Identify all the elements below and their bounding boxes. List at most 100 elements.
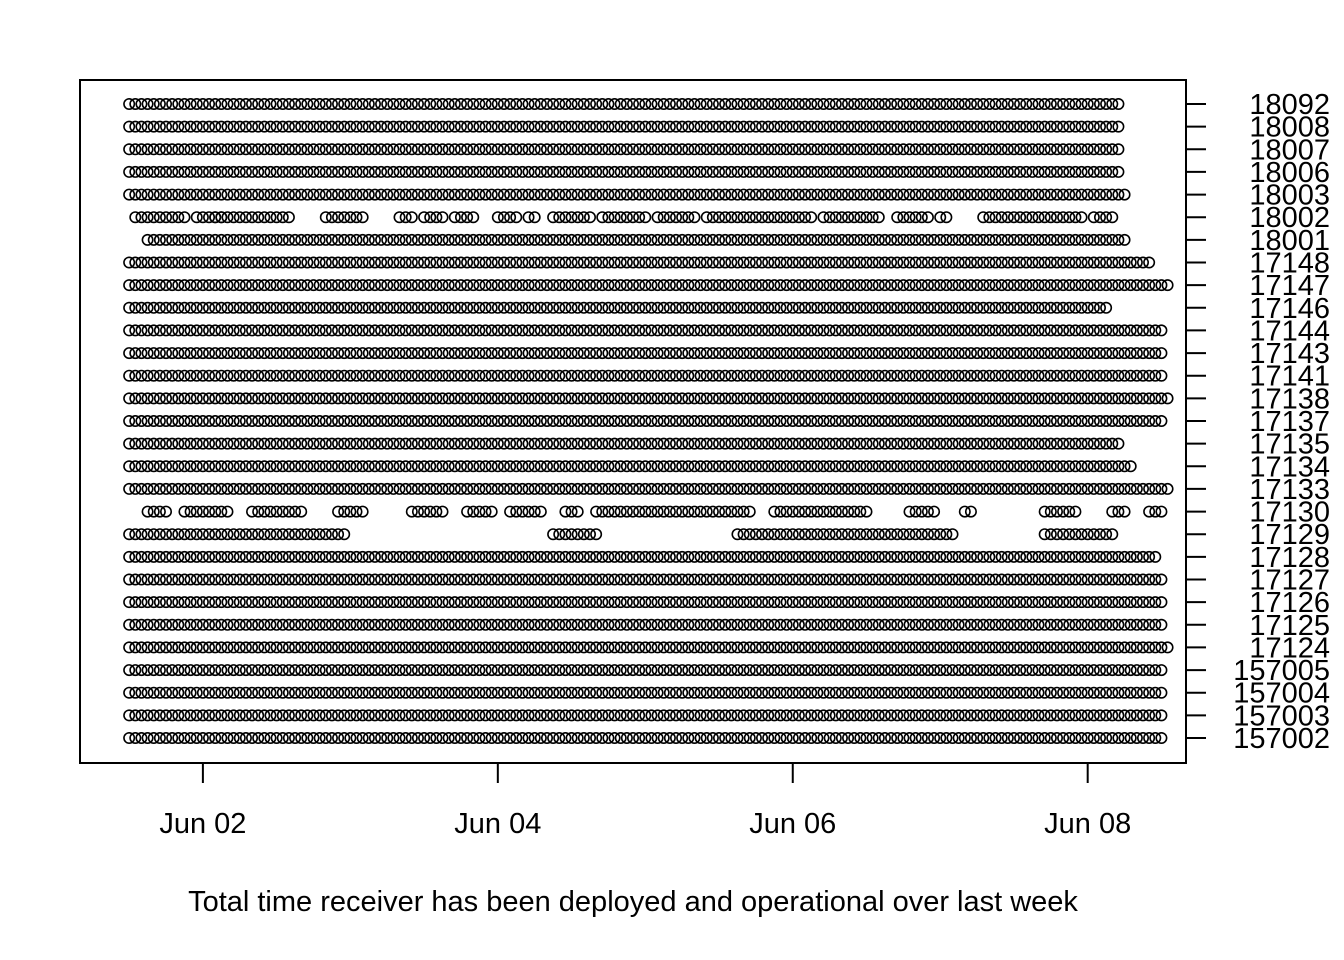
data-point-17127	[1044, 573, 1057, 586]
data-point-157004	[227, 686, 240, 699]
data-point-17135	[756, 437, 769, 450]
data-point-17126	[928, 596, 941, 609]
data-point-17135	[1032, 437, 1045, 450]
data-point-157003	[971, 709, 984, 722]
data-point-17146	[780, 301, 793, 314]
data-point-17137	[639, 414, 652, 427]
data-point-157002	[1063, 731, 1076, 744]
data-point-17130	[842, 505, 855, 518]
data-point-17134	[891, 460, 904, 473]
data-point-17137	[534, 414, 547, 427]
data-point-17137	[885, 414, 898, 427]
data-point-17134	[737, 460, 750, 473]
x-axis: Jun 02 Jun 04 Jun 06 Jun 08	[159, 763, 1131, 840]
data-point-17124	[510, 641, 523, 654]
data-point-157003	[829, 709, 842, 722]
data-point-17141	[823, 369, 836, 382]
data-point-17128	[485, 550, 498, 563]
data-point-157004	[295, 686, 308, 699]
data-point-17144	[344, 324, 357, 337]
data-point-157004	[934, 686, 947, 699]
data-point-17134	[264, 460, 277, 473]
data-point-17134	[792, 460, 805, 473]
data-point-17128	[682, 550, 695, 563]
data-point-17141	[282, 369, 295, 382]
data-point-17146	[725, 301, 738, 314]
data-point-17143	[239, 347, 252, 360]
data-point-157002	[430, 731, 443, 744]
data-point-17129	[946, 528, 959, 541]
data-point-17138	[553, 392, 566, 405]
data-point-17143	[264, 347, 277, 360]
data-point-17128	[258, 550, 271, 563]
data-point-17138	[221, 392, 234, 405]
data-point-17134	[1100, 460, 1113, 473]
data-point-17143	[399, 347, 412, 360]
data-point-17146	[713, 301, 726, 314]
data-point-157005	[362, 664, 375, 677]
data-point-17143	[676, 347, 689, 360]
data-point-17134	[805, 460, 818, 473]
data-point-17143	[559, 347, 572, 360]
data-point-17138	[282, 392, 295, 405]
data-point-17125	[958, 618, 971, 631]
data-point-17129	[135, 528, 148, 541]
data-point-157004	[1063, 686, 1076, 699]
data-point-17143	[153, 347, 166, 360]
data-point-157003	[399, 709, 412, 722]
data-point-17144	[313, 324, 326, 337]
data-point-17130	[682, 505, 695, 518]
data-point-17126	[1093, 596, 1106, 609]
data-point-157004	[774, 686, 787, 699]
data-point-17133	[995, 482, 1008, 495]
data-point-157004	[135, 686, 148, 699]
data-point-17128	[811, 550, 824, 563]
data-point-17133	[221, 482, 234, 495]
data-point-157002	[368, 731, 381, 744]
data-point-157003	[854, 709, 867, 722]
data-point-17146	[829, 301, 842, 314]
data-point-17138	[842, 392, 855, 405]
data-point-17143	[166, 347, 179, 360]
data-point-157003	[393, 709, 406, 722]
data-point-17144	[442, 324, 455, 337]
data-point-17147	[1161, 279, 1174, 292]
data-point-157005	[1149, 664, 1162, 677]
data-point-17135	[854, 437, 867, 450]
data-point-157004	[221, 686, 234, 699]
data-point-17127	[614, 573, 627, 586]
data-point-17135	[209, 437, 222, 450]
data-point-17130	[203, 505, 216, 518]
data-point-157004	[823, 686, 836, 699]
data-point-17133	[645, 482, 658, 495]
data-point-17138	[725, 392, 738, 405]
data-point-17127	[915, 573, 928, 586]
data-point-17124	[602, 641, 615, 654]
data-point-157003	[454, 709, 467, 722]
data-point-17124	[866, 641, 879, 654]
data-point-17130	[209, 505, 222, 518]
data-point-17143	[756, 347, 769, 360]
data-point-17126	[878, 596, 891, 609]
data-point-17124	[940, 641, 953, 654]
data-point-157003	[878, 709, 891, 722]
data-point-17141	[934, 369, 947, 382]
data-point-17135	[842, 437, 855, 450]
data-point-17141	[743, 369, 756, 382]
data-point-17124	[258, 641, 271, 654]
data-point-157004	[805, 686, 818, 699]
data-point-17128	[737, 550, 750, 563]
data-point-157004	[282, 686, 295, 699]
data-point-17143	[706, 347, 719, 360]
data-point-17146	[614, 301, 627, 314]
data-point-17129	[147, 528, 160, 541]
data-point-157005	[221, 664, 234, 677]
data-point-17130	[332, 505, 345, 518]
data-point-17147	[479, 279, 492, 292]
data-point-17144	[596, 324, 609, 337]
data-point-17144	[399, 324, 412, 337]
data-point-17125	[1014, 618, 1027, 631]
data-point-17127	[1020, 573, 1033, 586]
data-point-17138	[153, 392, 166, 405]
data-point-17141	[670, 369, 683, 382]
